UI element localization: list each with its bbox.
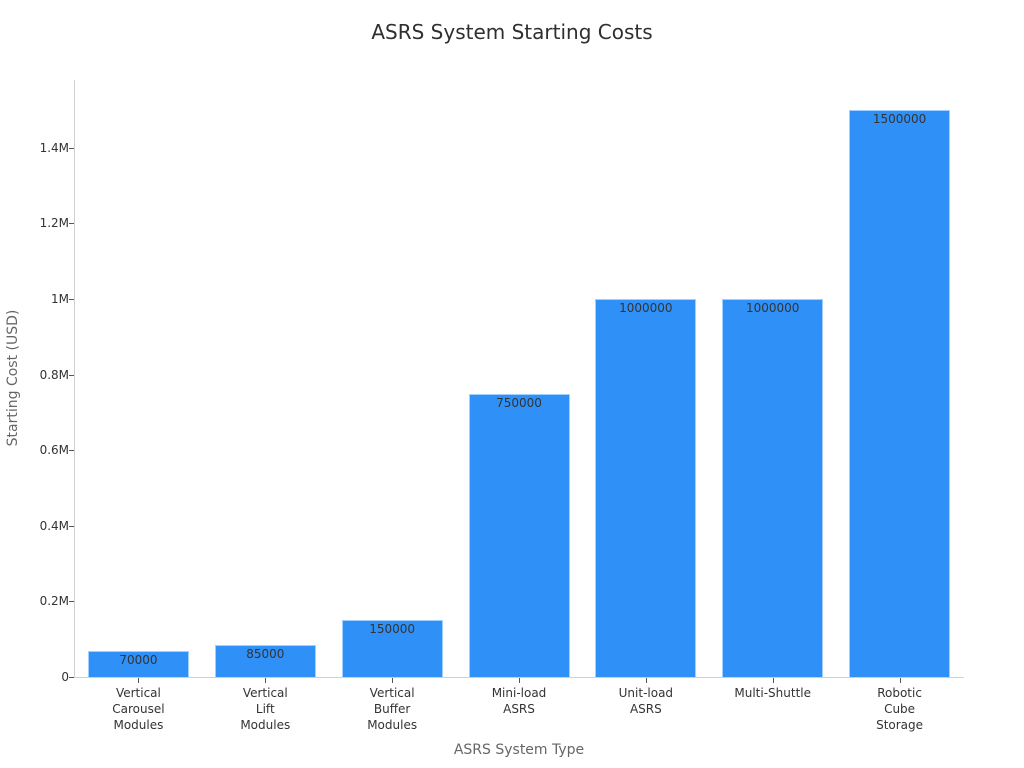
bar — [341, 620, 443, 677]
bar — [214, 644, 316, 677]
y-tick-mark — [69, 601, 74, 603]
y-tick-label: 0 — [61, 670, 69, 684]
bar-value-label: 150000 — [369, 622, 416, 637]
bar — [87, 650, 189, 677]
x-tick-mark — [772, 678, 774, 683]
bar — [722, 299, 824, 677]
y-tick-label: 0.2M — [39, 594, 69, 609]
x-axis-line — [74, 677, 964, 678]
chart-title: ASRS System Starting Costs — [371, 20, 653, 44]
x-tick-label: Robotic Cube Storage — [876, 686, 924, 732]
bar — [468, 393, 570, 677]
x-tick-label: Vertical Lift Modules — [240, 686, 291, 732]
bar-value-label: 70000 — [119, 652, 158, 667]
y-tick-mark — [69, 374, 74, 376]
y-tick-mark — [69, 299, 74, 300]
y-tick-mark — [69, 147, 74, 149]
y-tick-mark — [69, 525, 74, 527]
y-tick-label: 1M — [51, 292, 69, 306]
x-tick-mark — [138, 678, 140, 683]
x-tick-mark — [265, 678, 267, 683]
bar-value-label: 1000000 — [745, 301, 800, 315]
bar — [595, 299, 697, 677]
x-tick-mark — [519, 678, 520, 683]
x-axis-label: ASRS System Type — [453, 742, 585, 758]
x-tick-mark — [899, 678, 901, 683]
bar-value-label: 1000000 — [619, 301, 673, 315]
y-tick-label: 0.6M — [39, 443, 69, 458]
x-tick-label: Unit-load ASRS — [618, 686, 674, 716]
y-tick-mark — [69, 450, 74, 452]
bar — [849, 110, 951, 677]
x-tick-mark — [645, 678, 647, 683]
x-tick-label: Vertical Buffer Modules — [367, 686, 418, 732]
x-tick-label: Mini-load ASRS — [491, 686, 547, 716]
x-tick-label: Multi-Shuttle — [734, 686, 812, 700]
y-tick-label: 0.8M — [39, 367, 69, 382]
y-axis-line — [74, 80, 75, 678]
y-tick-label: 1.4M — [39, 140, 69, 155]
y-axis-label: Starting Cost (USD) — [5, 309, 21, 447]
x-tick-label: Vertical Carousel Modules — [112, 686, 165, 732]
bar-value-label: 85000 — [246, 646, 285, 661]
bar-value-label: 750000 — [496, 395, 542, 410]
y-tick-label: 1.2M — [39, 216, 69, 231]
y-tick-label: 0.4M — [39, 518, 69, 533]
y-tick-mark — [69, 223, 74, 225]
x-tick-mark — [392, 678, 394, 683]
bar-value-label: 1500000 — [872, 112, 927, 126]
y-tick-mark — [69, 677, 74, 678]
